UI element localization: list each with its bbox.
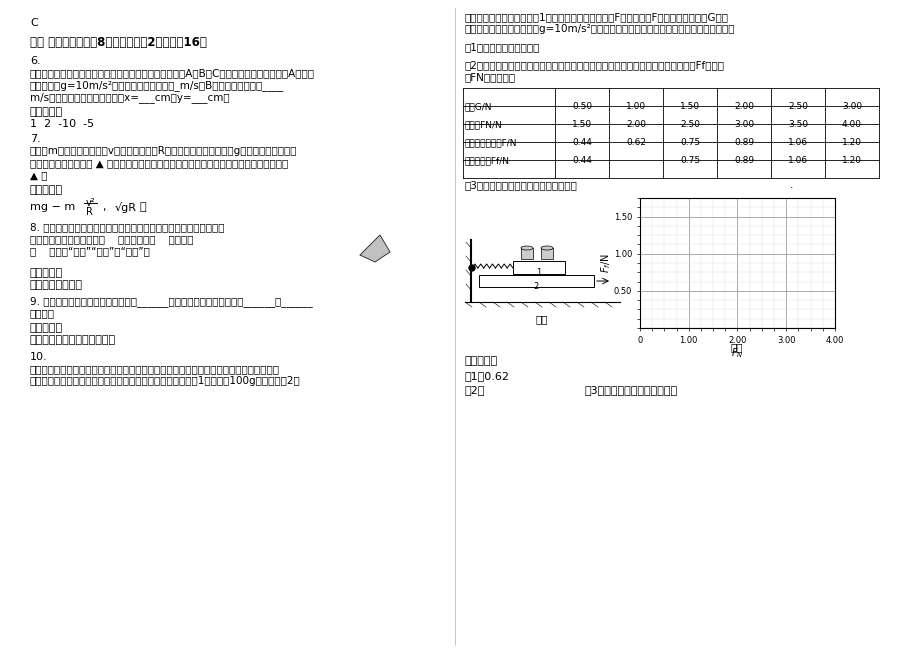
Text: 弹簧测力计读数F/N: 弹簧测力计读数F/N	[464, 138, 517, 147]
Text: 0.75: 0.75	[679, 138, 699, 147]
Text: 9. 打点计时器有电火花打点计时器和______，它们是记录直线运动物体______和______: 9. 打点计时器有电火花打点计时器和______，它们是记录直线运动物体____…	[30, 296, 312, 307]
Text: 参考答案：: 参考答案：	[30, 268, 63, 278]
Text: （2）请你根据表中的数据在图乙所示的方格坐标纸中帮助该组同学作出滑动摩擦力Ff与正压: （2）请你根据表中的数据在图乙所示的方格坐标纸中帮助该组同学作出滑动摩擦力Ff与…	[464, 60, 724, 70]
Text: 图甲: 图甲	[535, 314, 548, 324]
Text: （3）滑动摩擦力与压力成正比: （3）滑动摩擦力与压力成正比	[584, 385, 677, 395]
Text: 2.50: 2.50	[788, 102, 807, 111]
Text: （1）0.62: （1）0.62	[464, 371, 509, 381]
Text: 将    。（填“增加”“不变”或“减少”）: 将 。（填“增加”“不变”或“减少”）	[30, 246, 150, 256]
Text: 0.62: 0.62	[625, 138, 645, 147]
X-axis label: $F_N$: $F_N$	[731, 346, 743, 360]
Text: 参考答案：: 参考答案：	[30, 185, 63, 195]
Text: 1.50: 1.50	[679, 102, 699, 111]
Text: √gR: √gR	[115, 202, 137, 213]
Text: 某校物理课题研究小组在进行《研究影响滑动摩擦力的因素》的课题研究时，他们用图甲所: 某校物理课题研究小组在进行《研究影响滑动摩擦力的因素》的课题研究时，他们用图甲所	[30, 364, 279, 374]
Text: 2.00: 2.00	[625, 120, 645, 129]
Text: ,: ,	[102, 202, 106, 212]
Text: v²: v²	[85, 198, 96, 208]
Text: ▲ 。: ▲ 。	[30, 170, 48, 180]
Bar	[540, 248, 552, 259]
Ellipse shape	[540, 246, 552, 250]
Text: 0.44: 0.44	[572, 138, 591, 147]
Text: 拉力作用下发生相对于木块1运动时弹簧测力计的示数F，得到一组F与相应的砂码重力G的数: 拉力作用下发生相对于木块1运动时弹簧测力计的示数F，得到一组F与相应的砂码重力G…	[464, 12, 728, 22]
Text: 顶端时对桥面的压力为 ▲ ；若汽车通过凸形桥顶端时对桥面的压力为零，此时汽车的速率为: 顶端时对桥面的压力为 ▲ ；若汽车通过凸形桥顶端时对桥面的压力为零，此时汽车的速…	[30, 158, 288, 168]
Text: 在研究平抛运动实验中，某同学只记录了小球运动途中的A、B、C三点的位置，见右图。取A点为坐: 在研究平抛运动实验中，某同学只记录了小球运动途中的A、B、C三点的位置，见右图。…	[30, 68, 314, 78]
Circle shape	[469, 265, 474, 271]
Text: mg − m: mg − m	[30, 202, 75, 212]
Text: 示的实验装置来探究滑动摩擦力与正压力的关系。已测得木块1的质量为100g，测定木杔2在: 示的实验装置来探究滑动摩擦力与正压力的关系。已测得木块1的质量为100g，测定木…	[30, 376, 301, 386]
Text: 质量为m的一辆汽车以速率v驶过一座半径为R的凸形桥，重力加速度为g。则汽车过凸形桥的: 质量为m的一辆汽车以速率v驶过一座半径为R的凸形桥，重力加速度为g。则汽车过凸形…	[30, 146, 297, 156]
Text: 1: 1	[536, 268, 541, 277]
Text: 2.50: 2.50	[679, 120, 699, 129]
Text: 10.: 10.	[30, 352, 48, 362]
Text: 在这个过程中，她的动能将    ，重力势能将    ，机械能: 在这个过程中，她的动能将 ，重力势能将 ，机械能	[30, 234, 193, 244]
Text: 3.00: 3.00	[841, 102, 861, 111]
Bar	[520, 248, 532, 259]
Text: 1.50: 1.50	[572, 120, 592, 129]
Bar	[479, 275, 594, 287]
Text: 2: 2	[533, 282, 538, 291]
Text: C: C	[30, 18, 38, 28]
Text: 0.89: 0.89	[733, 156, 754, 165]
Text: 参考答案：: 参考答案：	[30, 323, 63, 333]
Text: 0.75: 0.75	[679, 156, 699, 165]
Text: 电磁打点计时器，位置，时间: 电磁打点计时器，位置，时间	[30, 335, 116, 345]
Text: 。: 。	[140, 202, 146, 212]
Polygon shape	[359, 235, 390, 262]
Text: 的仪器。: 的仪器。	[30, 308, 55, 318]
Text: 增加，减少，减少: 增加，减少，减少	[30, 280, 83, 290]
Text: 0.44: 0.44	[572, 156, 591, 165]
Text: 3.00: 3.00	[733, 120, 754, 129]
Text: 4.00: 4.00	[841, 120, 861, 129]
Text: （2）: （2）	[464, 385, 485, 395]
Text: 1.20: 1.20	[841, 138, 861, 147]
Text: 0.89: 0.89	[733, 138, 754, 147]
Text: 据（如下表），重力加速度g=10m/s²。该小组同学已经在表格中的空格内填上部分数据。: 据（如下表），重力加速度g=10m/s²。该小组同学已经在表格中的空格内填上部分…	[464, 24, 734, 34]
Text: 7.: 7.	[30, 134, 40, 144]
Text: 2.00: 2.00	[733, 102, 754, 111]
Text: 图乙: 图乙	[730, 342, 743, 352]
Bar	[513, 261, 564, 274]
Text: 6.: 6.	[30, 56, 40, 66]
Text: 0.50: 0.50	[572, 102, 592, 111]
Text: m/s，小球抛出点的位置坐标是x=___cm，y=___cm。: m/s，小球抛出点的位置坐标是x=___cm，y=___cm。	[30, 92, 230, 103]
Text: 二、 填空题：本题兲8小题，每小题2分，共腣16分: 二、 填空题：本题兲8小题，每小题2分，共腣16分	[30, 36, 207, 49]
Text: 3.50: 3.50	[787, 120, 807, 129]
Text: 参考答案：: 参考答案：	[464, 356, 497, 366]
Text: 8. 如图所示，一个小女孩从滑梯上加速下滑（摩擦阵力不能忽略），: 8. 如图所示，一个小女孩从滑梯上加速下滑（摩擦阵力不能忽略），	[30, 222, 224, 232]
Text: （1）表格中空白部分应填: （1）表格中空白部分应填	[464, 42, 539, 52]
Y-axis label: $F_f$/N: $F_f$/N	[598, 253, 612, 273]
Text: 1.20: 1.20	[841, 156, 861, 165]
Text: 砂码G/N: 砂码G/N	[464, 102, 492, 111]
Text: 正压力FN/N: 正压力FN/N	[464, 120, 502, 129]
Text: 参考答案：: 参考答案：	[30, 107, 63, 117]
Text: .: .	[789, 180, 792, 190]
Text: R: R	[85, 207, 93, 217]
Text: 滑动摩擦力Ff/N: 滑动摩擦力Ff/N	[464, 156, 509, 165]
Text: 1  2  -10  -5: 1 2 -10 -5	[30, 119, 94, 129]
Text: 1.00: 1.00	[625, 102, 645, 111]
Text: 1.06: 1.06	[787, 138, 807, 147]
Ellipse shape	[520, 246, 532, 250]
Text: 1.06: 1.06	[787, 156, 807, 165]
Text: 标原点，当g=10m/s²时，小球平抛初速度为_m/s，B点的竖直分速度是____: 标原点，当g=10m/s²时，小球平抛初速度为_m/s，B点的竖直分速度是___…	[30, 80, 284, 91]
Text: 力FN的关系图线: 力FN的关系图线	[464, 72, 516, 82]
Text: （3）由作出的图线你可得出什么结论：: （3）由作出的图线你可得出什么结论：	[464, 180, 577, 190]
